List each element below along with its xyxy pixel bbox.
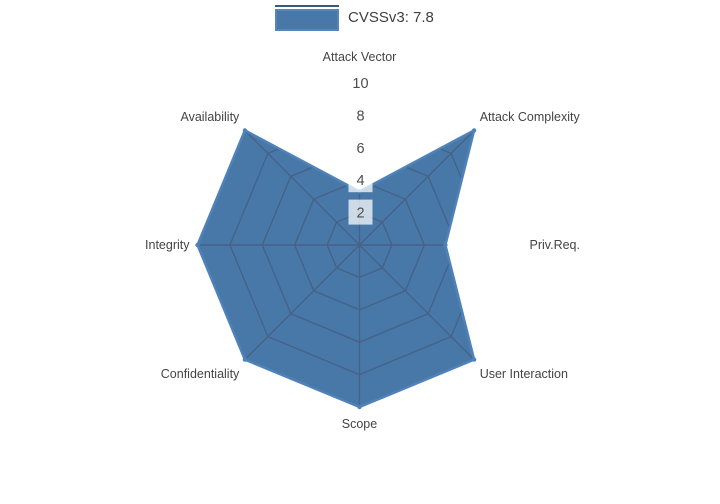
- tick-label-2: 2: [356, 206, 364, 222]
- series-marker-priv-req[interactable]: [443, 242, 448, 248]
- grid-spoke-attack-complexity: [359, 130, 475, 246]
- tick-box-4: [348, 167, 373, 193]
- tick-box-8: [348, 102, 373, 128]
- axis-label-availability: Availability: [180, 110, 240, 124]
- axis-label-scope: Scope: [342, 417, 377, 431]
- axis-label-user-interaction: User Interaction: [480, 367, 568, 381]
- tick-box-10: [346, 70, 375, 95]
- axis-label-attack-vector: Attack Vector: [323, 50, 397, 64]
- tick-label-10: 10: [352, 76, 368, 92]
- tick-box-2: [348, 199, 373, 225]
- grid-spoke-availability: [244, 130, 360, 246]
- tick-box-6: [348, 134, 373, 160]
- series-marker-integrity[interactable]: [195, 242, 200, 248]
- grid-spoke-confidentiality: [244, 244, 360, 361]
- legend[interactable]: CVSSv3: 7.8: [275, 5, 434, 31]
- axis-label-attack-complexity: Attack Complexity: [480, 110, 581, 124]
- series-marker-confidentiality[interactable]: [242, 357, 248, 362]
- tick-label-8: 8: [356, 108, 364, 124]
- axis-label-priv-req: Priv.Req.: [530, 238, 580, 252]
- legend-swatch-rect: [275, 9, 339, 31]
- grid-spoke-user-interaction: [359, 244, 475, 361]
- axis-label-integrity: Integrity: [145, 238, 190, 252]
- series-marker-user-interaction[interactable]: [471, 357, 477, 362]
- legend-label: CVSSv3: 7.8: [348, 9, 434, 26]
- series-marker-scope[interactable]: [357, 404, 362, 410]
- legend-swatch-topline: [275, 5, 339, 7]
- tick-label-6: 6: [356, 141, 364, 157]
- tick-label-4: 4: [356, 173, 364, 189]
- legend-swatch-icon: [275, 5, 339, 31]
- axis-label-confidentiality: Confidentiality: [161, 367, 240, 381]
- series-marker-attack-complexity[interactable]: [471, 128, 477, 133]
- series-marker-availability[interactable]: [242, 128, 248, 133]
